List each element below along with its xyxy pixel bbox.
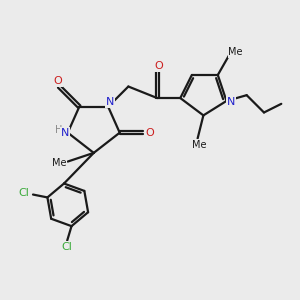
Text: H: H [56, 125, 63, 135]
Text: Me: Me [229, 47, 243, 57]
Text: Cl: Cl [18, 188, 29, 198]
Text: N: N [105, 98, 114, 107]
Text: N: N [61, 128, 69, 138]
Text: Cl: Cl [62, 242, 73, 252]
Text: O: O [146, 128, 154, 138]
Text: O: O [154, 61, 163, 71]
Text: N: N [226, 98, 235, 107]
Text: Me: Me [52, 158, 66, 168]
Text: O: O [53, 76, 62, 86]
Text: Me: Me [192, 140, 206, 150]
